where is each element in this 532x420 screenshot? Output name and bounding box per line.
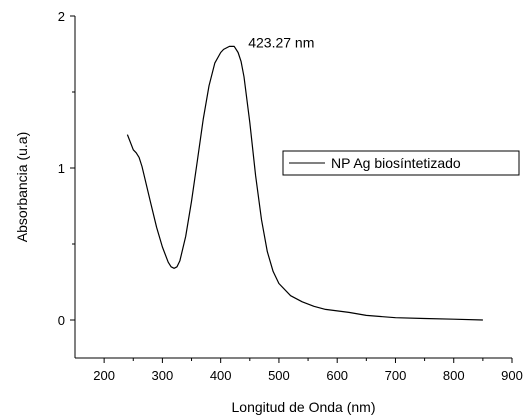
y-tick-label-0: 0 xyxy=(58,313,65,328)
series-layer xyxy=(126,45,483,321)
ticks-layer: 200 300 400 500 600 700 800 900 0 1 2 xyxy=(58,9,523,383)
y-tick-label-1: 1 xyxy=(58,161,65,176)
x-tick-label-700: 700 xyxy=(385,368,407,383)
x-axis-title: Longitud de Onda (nm) xyxy=(232,399,376,415)
x-tick-label-900: 900 xyxy=(501,368,523,383)
legend: NP Ag biosíntetizado xyxy=(282,150,520,176)
peak-annotation: 423.27 nm xyxy=(248,34,314,50)
x-tick-label-600: 600 xyxy=(326,368,348,383)
x-tick-label-200: 200 xyxy=(93,368,115,383)
x-tick-label-400: 400 xyxy=(210,368,232,383)
legend-label: NP Ag biosíntetizado xyxy=(331,155,461,171)
y-tick-label-2: 2 xyxy=(58,9,65,24)
axes-layer xyxy=(74,16,512,359)
x-tick-label-500: 500 xyxy=(268,368,290,383)
x-tick-label-800: 800 xyxy=(443,368,465,383)
x-tick-label-300: 300 xyxy=(152,368,174,383)
series-line-0 xyxy=(126,45,483,321)
y-axis-title: Absorbancia (u.a) xyxy=(14,132,30,243)
